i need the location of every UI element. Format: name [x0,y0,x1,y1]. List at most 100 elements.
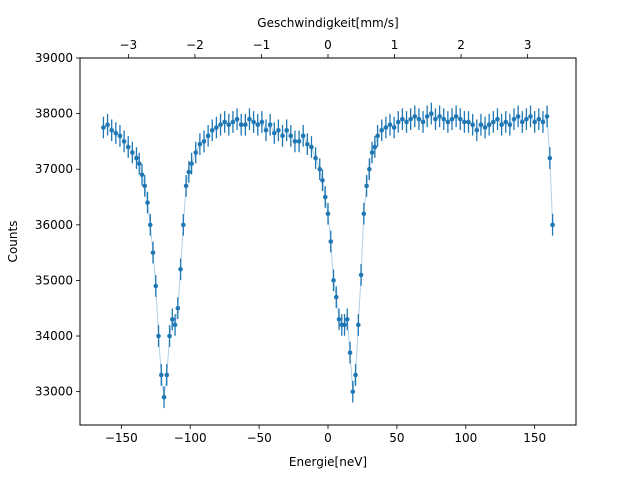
data-point [322,194,328,200]
x-tick-label: 100 [454,431,477,445]
x-tick-label: 50 [389,431,404,445]
data-point [495,116,500,122]
data-point [499,122,504,128]
top-tick-label: 3 [524,38,532,52]
data-point [288,133,294,139]
data-point [175,305,181,311]
data-point [309,144,314,150]
top-tick-label: −3 [120,38,138,52]
data-point [280,133,285,139]
data-point [136,161,142,166]
y-tick-label: 33000 [35,385,73,399]
y-axis-label: Counts [6,221,20,263]
data-point [178,267,183,272]
data-point [305,141,310,147]
data-points [101,111,555,400]
data-point [550,222,555,228]
data-point [156,333,161,339]
data-point [474,127,480,133]
data-point [167,333,172,339]
data-point [491,119,496,125]
x-tick-label: −150 [105,431,138,445]
data-point [342,322,347,328]
data-point [238,122,244,128]
y-tick-label: 39000 [35,51,73,65]
data-point [189,161,194,166]
y-tick-label: 35000 [35,273,73,287]
data-point [139,172,145,178]
data-point [181,222,186,228]
data-point [320,178,325,183]
y-tick-label: 34000 [35,329,73,343]
data-point [367,166,372,172]
data-point [515,114,521,119]
y-tick-label: 37000 [35,162,73,176]
data-point [536,116,542,122]
data-point [209,127,215,133]
data-point [445,119,451,125]
data-point [292,139,298,144]
data-point [336,317,342,322]
data-point [243,122,248,128]
data-point [347,350,353,356]
data-point [364,183,369,189]
x-tick-label: 150 [523,431,546,445]
data-point [300,133,306,139]
data-point [170,317,175,322]
data-point [369,150,375,155]
data-point [214,125,219,130]
x-axis-label: Energie[neV] [289,455,367,469]
data-point [372,144,378,150]
data-point [333,294,339,300]
data-point [164,372,170,378]
data-point [313,155,318,161]
data-point [408,116,413,122]
data-point [247,116,252,122]
data-point [259,119,265,125]
series-line [103,112,554,398]
data-point [130,150,135,155]
data-point [383,125,389,130]
data-point [201,139,207,144]
data-point [205,133,211,139]
data-point [197,141,203,147]
data-point [147,222,153,228]
data-point [412,114,418,119]
data-point [449,116,455,122]
data-point [470,122,475,128]
data-point [271,130,277,136]
data-point [519,119,525,125]
data-point [296,139,302,144]
data-point [486,122,492,128]
data-point [105,122,110,128]
data-point [387,122,393,128]
top-tick-label: −1 [253,38,271,52]
data-point [226,122,232,128]
top-axis-label: Geschwindigkeit[mm/s] [257,16,398,30]
data-point [145,200,150,205]
top-tick-label: 2 [457,38,465,52]
data-point [222,119,227,125]
data-point [150,250,156,255]
x-tick-label: −50 [246,431,271,445]
top-tick-label: −2 [186,38,204,52]
data-point [532,119,537,125]
data-point [153,283,159,289]
data-point [466,119,471,125]
data-point [379,127,385,133]
x-tick-label: 0 [324,431,332,445]
data-point [230,119,236,125]
data-point [186,169,192,175]
data-point [344,317,350,322]
data-point [400,116,405,122]
y-tick-label: 38000 [35,107,73,121]
top-axis-ticks: −3 −2 −1 0 1 2 3 [120,38,532,58]
series-line-group [103,112,554,398]
top-tick-label: 1 [391,38,399,52]
data-point [441,116,447,122]
data-point [437,114,442,119]
data-point [511,116,517,122]
data-point [328,239,334,244]
data-point [547,155,553,161]
